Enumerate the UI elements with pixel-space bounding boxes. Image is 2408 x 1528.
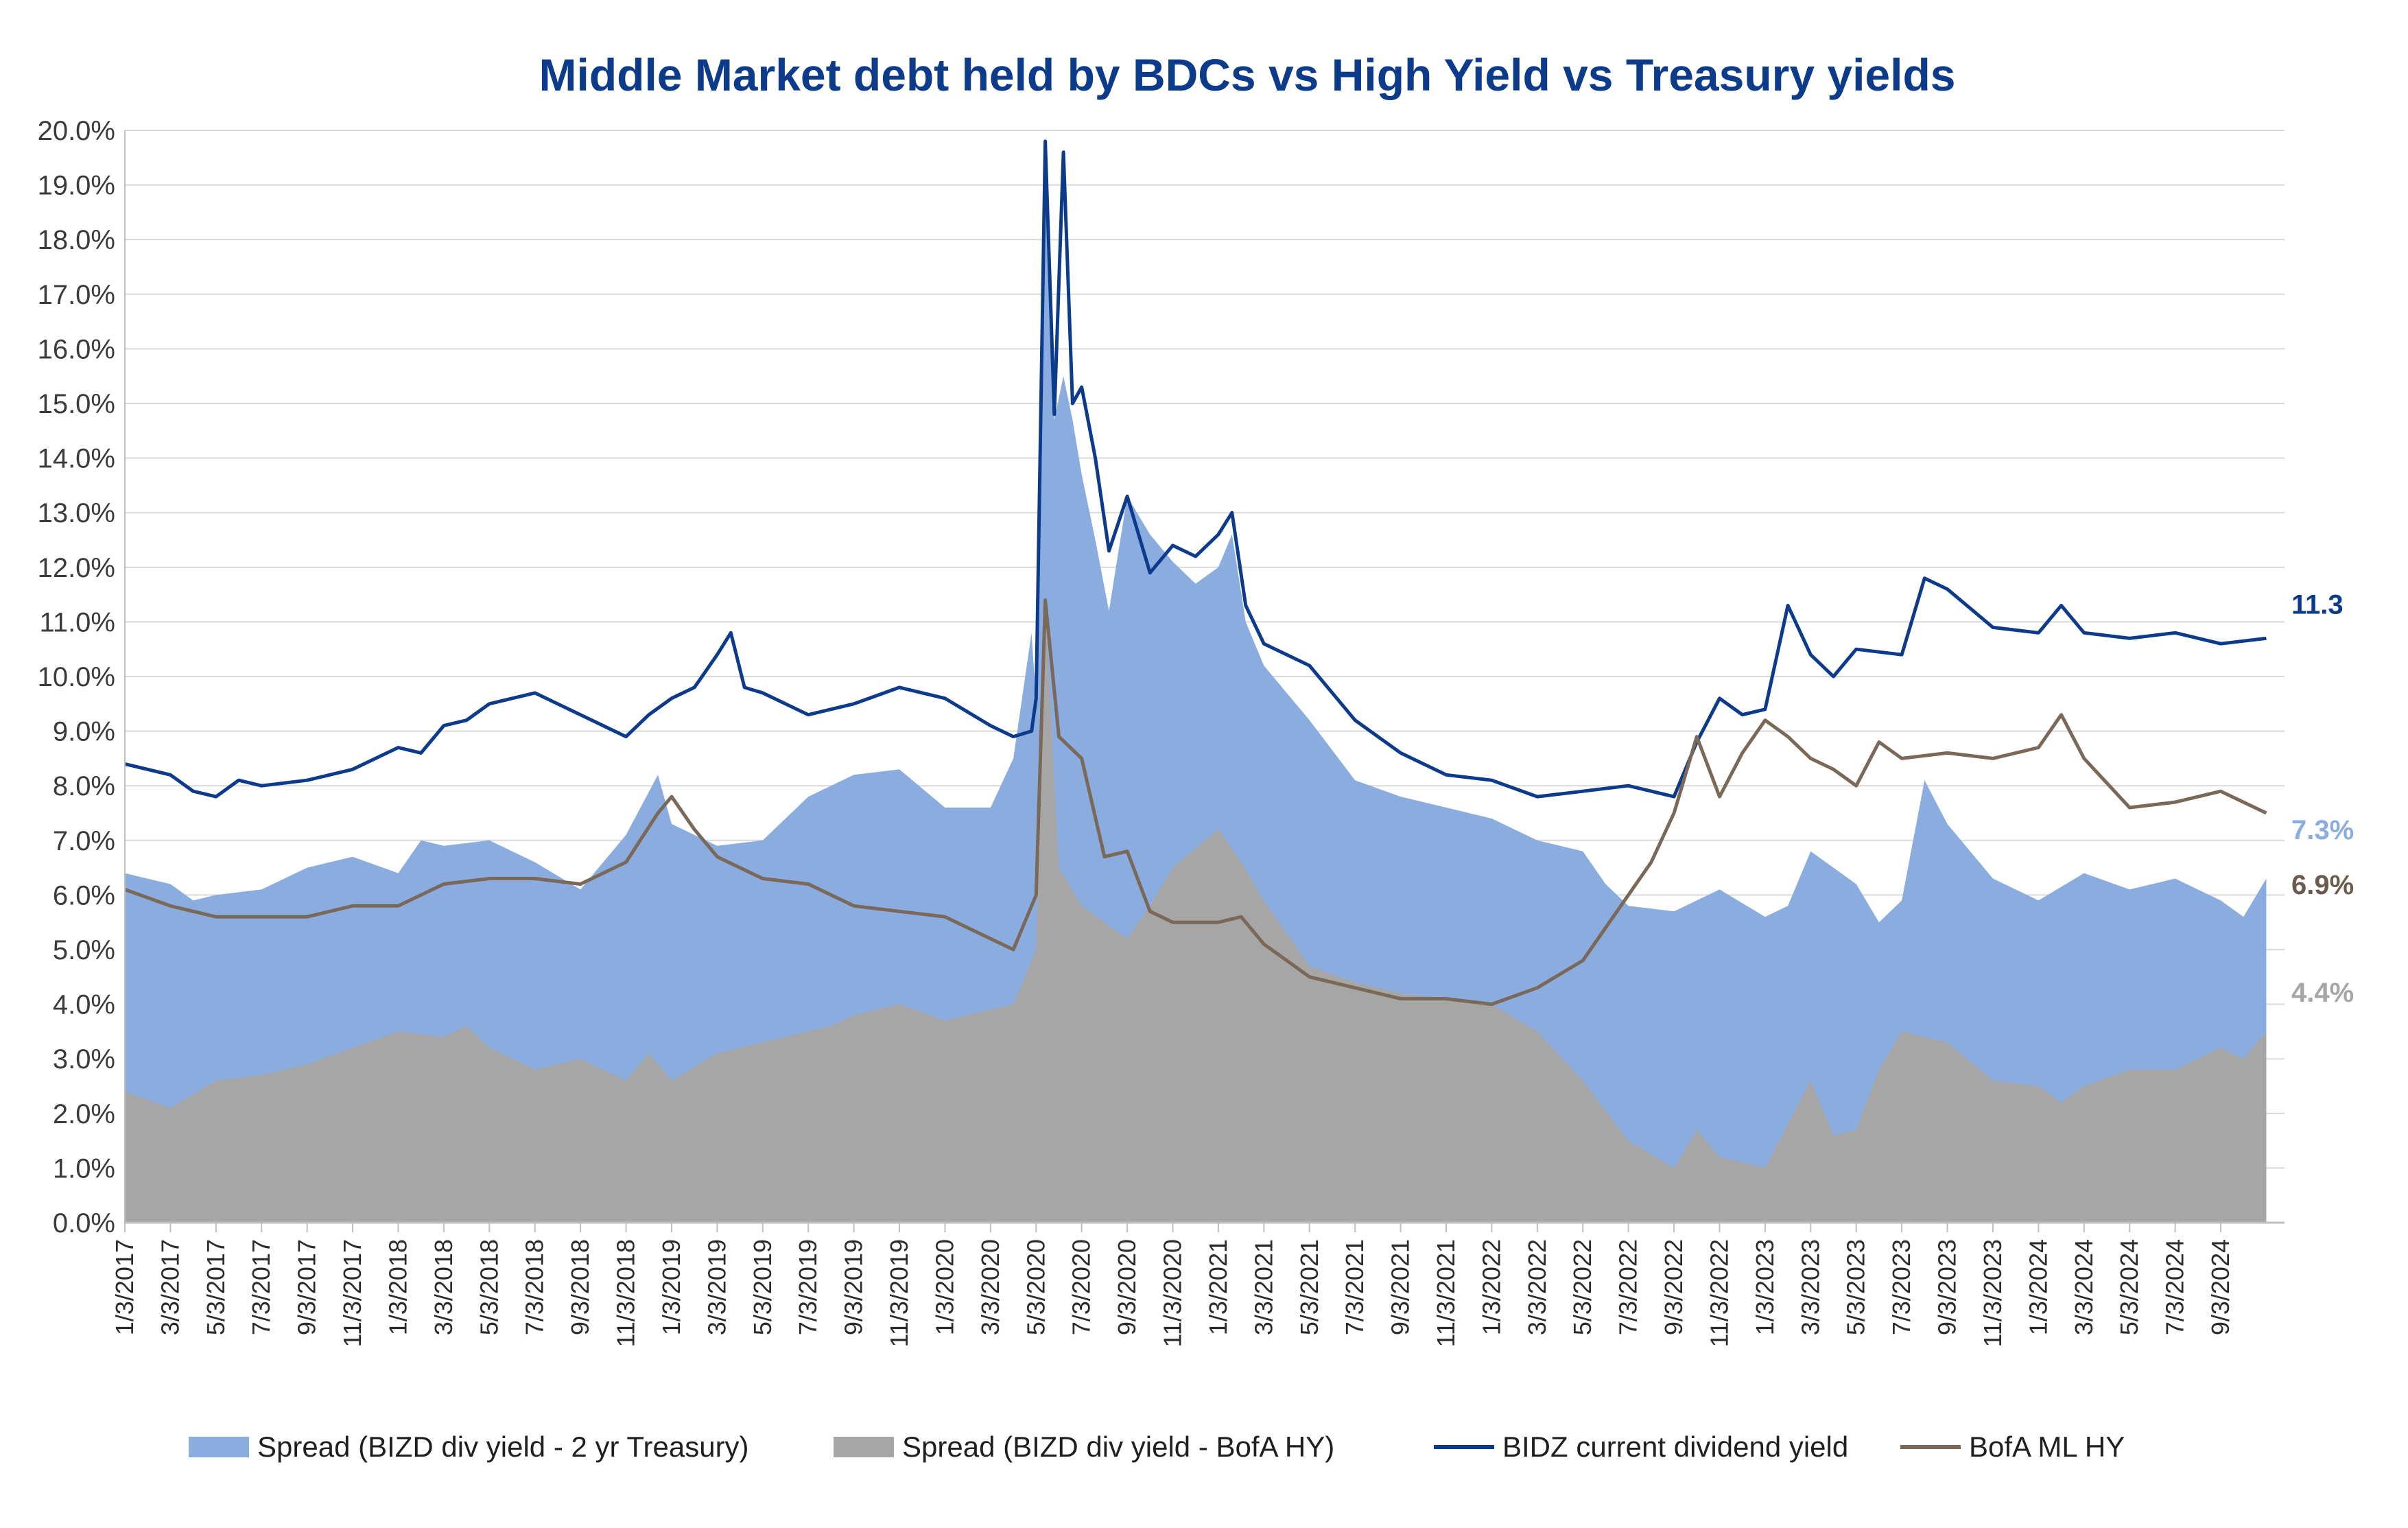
- x-tick-label: 7/3/2018: [521, 1239, 549, 1335]
- x-tick-label: 3/3/2020: [976, 1239, 1004, 1335]
- x-tick-label: 9/3/2022: [1660, 1239, 1688, 1335]
- x-tick-label: 9/3/2019: [840, 1239, 868, 1335]
- x-tick-label: 9/3/2021: [1386, 1239, 1415, 1335]
- y-tick-label: 11.0%: [40, 607, 115, 637]
- y-tick-label: 20.0%: [38, 116, 115, 146]
- y-tick-label: 7.0%: [53, 826, 115, 856]
- y-tick-label: 9.0%: [53, 717, 115, 747]
- x-tick-label: 5/3/2023: [1842, 1239, 1870, 1335]
- x-tick-label: 7/3/2019: [794, 1239, 822, 1335]
- end-label-series-3: 6.9%: [2291, 870, 2354, 900]
- y-tick-label: 5.0%: [53, 935, 115, 965]
- x-tick-label: 9/3/2018: [566, 1239, 594, 1335]
- y-tick-label: 6.0%: [53, 880, 115, 910]
- y-tick-label: 19.0%: [38, 171, 115, 201]
- x-tick-label: 5/3/2018: [475, 1239, 503, 1335]
- x-tick-label: 7/3/2023: [1887, 1239, 1915, 1335]
- x-tick-label: 3/3/2021: [1249, 1239, 1277, 1335]
- x-tick-label: 1/3/2019: [657, 1239, 685, 1335]
- x-tick-label: 5/3/2020: [1022, 1239, 1050, 1335]
- y-tick-label: 1.0%: [53, 1153, 115, 1184]
- legend-swatch: [189, 1437, 249, 1457]
- x-tick-label: 9/3/2023: [1933, 1239, 1961, 1335]
- x-tick-label: 5/3/2024: [2115, 1239, 2143, 1335]
- legend: Spread (BIZD div yield - 2 yr Treasury) S…: [189, 1431, 2125, 1463]
- end-label-series-0: 7.3%: [2291, 815, 2354, 845]
- x-tick-label: 3/3/2019: [703, 1239, 731, 1335]
- x-tick-label: 1/3/2021: [1204, 1239, 1232, 1335]
- area-series-0: [125, 185, 2267, 1223]
- x-tick-label: 9/3/2020: [1113, 1239, 1141, 1335]
- x-tick-label: 9/3/2024: [2206, 1239, 2234, 1335]
- y-tick-label: 15.0%: [38, 389, 115, 419]
- area-series-1: [125, 605, 2267, 1223]
- y-axis-ticks: 0.0% 1.0% 2.0% 3.0% 4.0% 5.0% 6.0% 7.0% 8.0% 9.0%…: [38, 116, 115, 1238]
- x-tick-label: 5/3/2017: [202, 1239, 230, 1335]
- x-tick-label: 3/3/2024: [2070, 1239, 2098, 1335]
- x-tick-label: 11/3/2020: [1159, 1239, 1187, 1347]
- x-tick-label: 5/3/2022: [1568, 1239, 1596, 1335]
- y-tick-label: 3.0%: [53, 1044, 115, 1074]
- x-axis-ticks: 1/3/2017 3/3/2017 5/3/2017 7/3/2017 9/3/2017…: [110, 1223, 2234, 1347]
- x-tick-label: 11/3/2023: [1979, 1239, 2007, 1347]
- x-tick-label: 1/3/2024: [2024, 1239, 2052, 1335]
- y-tick-label: 4.0%: [53, 990, 115, 1020]
- chart-title: Middle Market debt held by BDCs vs High …: [539, 49, 1956, 100]
- x-tick-label: 11/3/2019: [885, 1239, 913, 1347]
- x-tick-label: 11/3/2017: [338, 1239, 366, 1347]
- line-series: [124, 139, 2267, 1007]
- x-tick-label: 7/3/2021: [1341, 1239, 1369, 1335]
- y-tick-label: 0.0%: [53, 1208, 115, 1238]
- line-series-2: [124, 139, 2267, 799]
- y-tick-label: 10.0%: [38, 662, 115, 692]
- end-label-series-1: 4.4%: [2291, 978, 2354, 1008]
- y-tick-label: 8.0%: [53, 771, 115, 801]
- legend-label: BIDZ current dividend yield: [1502, 1431, 1848, 1463]
- y-tick-label: 17.0%: [38, 280, 115, 310]
- x-tick-label: 7/3/2022: [1614, 1239, 1642, 1335]
- x-tick-label: 9/3/2017: [293, 1239, 321, 1335]
- legend-label: BofA ML HY: [1969, 1431, 2125, 1463]
- x-tick-label: 3/3/2017: [156, 1239, 184, 1335]
- x-tick-label: 1/3/2023: [1751, 1239, 1779, 1335]
- x-tick-label: 3/3/2022: [1523, 1239, 1551, 1335]
- legend-label: Spread (BIZD div yield - 2 yr Treasury): [257, 1431, 749, 1463]
- line-series-3: [124, 598, 2267, 1007]
- x-tick-label: 1/3/2017: [110, 1239, 139, 1335]
- x-tick-label: 11/3/2021: [1432, 1239, 1460, 1347]
- x-tick-label: 11/3/2022: [1705, 1239, 1733, 1347]
- x-tick-label: 1/3/2018: [383, 1239, 412, 1335]
- x-tick-label: 3/3/2018: [429, 1239, 458, 1335]
- x-tick-label: 1/3/2020: [930, 1239, 958, 1335]
- legend-label: Spread (BIZD div yield - BofA HY): [902, 1431, 1334, 1463]
- axes: [124, 130, 2285, 1224]
- end-labels: 7.3% 4.4% 11.3 6.9%: [2291, 590, 2354, 1008]
- x-tick-label: 7/3/2020: [1067, 1239, 1096, 1335]
- x-tick-label: 3/3/2023: [1796, 1239, 1824, 1335]
- y-tick-label: 12.0%: [38, 553, 115, 583]
- x-tick-label: 1/3/2022: [1477, 1239, 1505, 1335]
- y-tick-label: 2.0%: [53, 1099, 115, 1129]
- x-tick-label: 5/3/2019: [748, 1239, 777, 1335]
- y-tick-label: 18.0%: [38, 225, 115, 255]
- end-label-series-2: 11.3: [2291, 590, 2344, 620]
- y-tick-label: 14.0%: [38, 444, 115, 474]
- x-tick-label: 11/3/2018: [612, 1239, 640, 1347]
- area-series: [125, 185, 2267, 1223]
- x-tick-label: 7/3/2017: [247, 1239, 275, 1335]
- x-tick-label: 7/3/2024: [2161, 1239, 2189, 1335]
- legend-swatch: [834, 1437, 894, 1457]
- x-tick-label: 5/3/2021: [1295, 1239, 1323, 1335]
- y-tick-label: 13.0%: [38, 498, 115, 528]
- y-tick-label: 16.0%: [38, 334, 115, 364]
